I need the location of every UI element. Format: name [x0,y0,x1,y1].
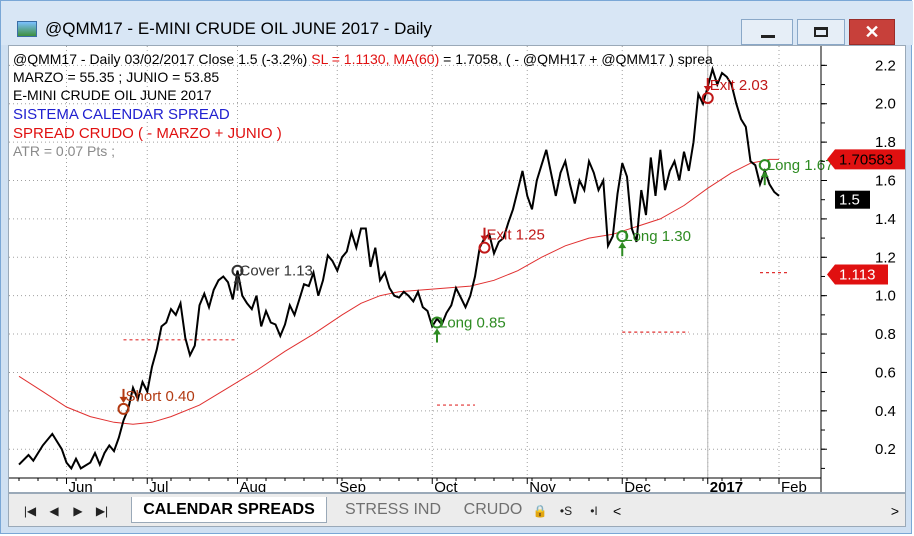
x-tick-label: Jun [69,479,93,492]
signal-label: Long 1.67 [767,157,834,174]
tab-calendar-spreads[interactable]: CALENDAR SPREADS [131,497,327,523]
legend-ma-tail: = 1.7058, ( - @QMH17 + @QMM17 ) sprea [439,51,713,67]
x-tick-label: Feb [781,479,807,492]
legend-line-4: SISTEMA CALENDAR SPREAD [13,106,230,123]
price-markers: 1.70583 1.5 1.113 [827,149,905,285]
trade-signals: Short 0.40 Cover 1.13 Long 0.85 Exit 1.25 Lo… [117,77,834,415]
legend-line-6: ATR = 0.07 Pts ; [13,143,115,159]
signal-arrow-up-icon [618,242,627,249]
signal-circle [616,230,629,243]
minimize-button[interactable] [741,19,793,45]
price-marker-label: 1.113 [839,267,875,284]
signal-circle [758,159,771,172]
first-tab-button[interactable]: |◀ [23,504,37,518]
window-title: @QMM17 - E-MINI CRUDE OIL JUNE 2017 - Da… [45,19,432,38]
signal-arrow-down-icon [119,396,128,403]
horizontal-scrollbar[interactable]: < > [611,500,901,522]
x-tick-label: Oct [434,479,458,492]
spread-price-line [18,65,780,471]
signal-label: Exit 2.03 [710,77,768,94]
signal-label: Short 0.40 [126,388,195,405]
y-tick-label: 1.6 [875,173,896,190]
signal-arrow-down-icon [703,85,712,92]
legend-line-1: @QMM17 - Daily 03/02/2017 Close 1.5 (-3.… [13,51,713,67]
tab-stress-ind[interactable]: STRESS IND [344,501,441,518]
y-tick-label: 1.8 [875,134,896,151]
signal-arrow-up-icon [433,328,441,335]
grid [9,46,821,478]
i-marker-icon[interactable]: •I [590,504,598,518]
signal-circle [701,91,714,104]
tab-crudo[interactable]: CRUDO [463,501,523,518]
price-marker-label: 1.5 [839,192,860,209]
y-tick-label: 0.6 [875,364,896,381]
price-marker-box [827,264,888,285]
legend-main: @QMM17 - Daily 03/02/2017 Close 1.5 (-3.… [13,51,311,67]
legend-ma: MA(60) [393,51,439,67]
signal-circle [117,402,130,415]
scroll-right-icon[interactable]: > [890,503,899,519]
y-tick-label: 0.2 [875,441,896,458]
maximize-icon [814,27,828,37]
x-tick-label: Jul [149,479,168,492]
signal-label: Long 0.85 [439,315,506,332]
price-marker-label: 1.70583 [839,151,893,168]
sheet-tab-bar: |◀ ◀ ▶ ▶| CALENDAR SPREADS STRESS IND CR… [8,493,906,527]
signal-circle [431,316,443,329]
signal-circle [231,264,244,277]
y-tick-label: 0.8 [875,326,896,343]
chart-app-icon [17,21,37,37]
y-tick-label: 1.4 [875,211,896,228]
ma60-line [18,158,779,425]
y-tick-label: 0.4 [875,403,896,420]
scroll-left-icon[interactable]: < [613,503,622,519]
x-tick-label: 2017 [710,479,743,492]
signal-arrow-up-icon [233,276,242,283]
x-tick-label: Dec [624,479,651,492]
minimize-icon [761,35,775,38]
signal-label: Long 1.30 [624,228,691,245]
price-chart[interactable]: Short 0.40 Cover 1.13 Long 0.85 Exit 1.25 Lo… [9,46,905,492]
y-tick-label: 2.0 [875,96,896,113]
close-button[interactable]: ✕ [849,19,895,45]
signal-arrow-down-icon [480,235,489,242]
y-tick-label: 1.0 [875,288,896,305]
y-tick-label: 1.2 [875,249,896,266]
signal-label: Exit 1.25 [487,227,545,244]
prev-tab-button[interactable]: ◀ [49,504,59,518]
title-bar[interactable]: @QMM17 - E-MINI CRUDE OIL JUNE 2017 - Da… [1,1,913,45]
signal-circle [478,241,491,254]
next-tab-button[interactable]: ▶ [73,504,83,518]
x-tick-label: Nov [529,479,556,492]
x-tick-label: Sep [339,479,366,492]
x-axis: Jun Jul Aug Sep Oct Nov Dec 2017 Feb [18,478,807,492]
price-marker-box [827,149,905,170]
chart-area[interactable] [8,45,906,493]
close-icon: ✕ [864,22,880,42]
stop-levels [123,272,789,406]
last-tab-button[interactable]: ▶| [95,504,109,518]
s-marker-icon[interactable]: •S [559,504,573,518]
legend-line-3: E-MINI CRUDE OIL JUNE 2017 [13,87,212,103]
signal-arrow-up-icon [760,171,769,178]
lock-icon[interactable]: 🔒 [532,504,548,518]
x-tick-label: Aug [240,479,267,492]
legend-line-5: SPREAD CRUDO ( - MARZO + JUNIO ) [13,125,282,142]
signal-label: Cover 1.13 [240,263,313,280]
y-axis: 0.2 0.4 0.6 0.8 1.0 1.2 1.4 1.6 1.8 2.0 2.2 [821,57,896,469]
maximize-button[interactable] [797,19,845,45]
legend-line-2: MARZO = 55.35 ; JUNIO = 53.85 [13,69,219,85]
price-marker-box [835,190,870,209]
y-tick-label: 2.2 [875,57,896,74]
legend-sl: SL = 1.1130, [311,51,393,67]
